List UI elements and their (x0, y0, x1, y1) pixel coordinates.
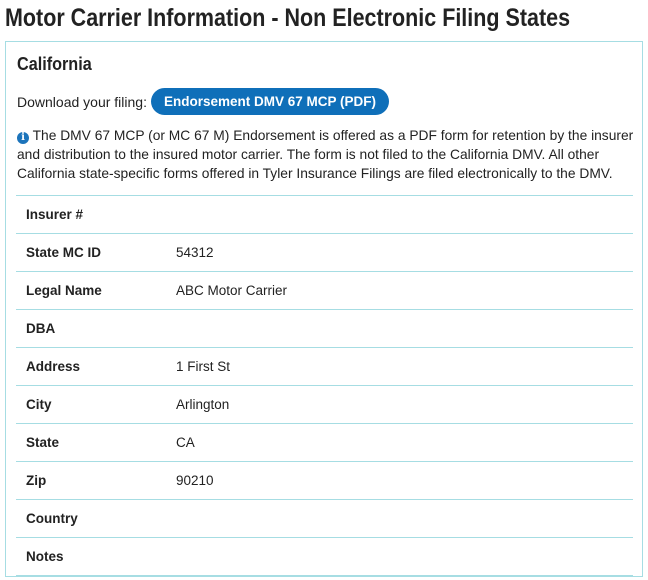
row-value (166, 309, 633, 348)
table-row: Address 1 First St (16, 347, 633, 386)
row-label: DBA (16, 309, 166, 348)
row-label: Country (16, 499, 166, 538)
row-label: Zip (16, 461, 166, 500)
row-value: CA (166, 423, 633, 462)
table-row: Notes (16, 537, 633, 576)
state-panel: California Download your filing: Endorse… (5, 41, 643, 577)
page-title: Motor Carrier Information - Non Electron… (5, 4, 571, 32)
row-value: Arlington (166, 385, 633, 424)
info-circle-icon: i (17, 132, 29, 144)
row-value (166, 537, 633, 576)
row-label: Address (16, 347, 166, 386)
row-label: Legal Name (16, 271, 166, 310)
row-label: State MC ID (16, 233, 166, 272)
table-row: DBA (16, 309, 633, 348)
table-row: City Arlington (16, 385, 633, 424)
row-value (166, 195, 633, 234)
table-row: Country (16, 499, 633, 538)
table-row: Legal Name ABC Motor Carrier (16, 271, 633, 310)
row-label: Insurer # (16, 195, 166, 234)
row-label: City (16, 385, 166, 424)
download-row: Download your filing: Endorsement DMV 67… (17, 88, 390, 115)
row-value: 1 First St (166, 347, 633, 386)
row-label: State (16, 423, 166, 462)
info-text: The DMV 67 MCP (or MC 67 M) Endorsement … (17, 128, 634, 181)
table-row: State MC ID 54312 (16, 233, 633, 272)
row-value: ABC Motor Carrier (166, 271, 633, 310)
row-value (166, 499, 633, 538)
table-row: Zip 90210 (16, 461, 633, 500)
table-row: Insurer # (16, 195, 633, 234)
info-note: i The DMV 67 MCP (or MC 67 M) Endorsemen… (17, 126, 637, 183)
table-row: State CA (16, 423, 633, 462)
row-value: 90210 (166, 461, 633, 500)
download-pdf-button[interactable]: Endorsement DMV 67 MCP (PDF) (150, 88, 390, 115)
row-value: 54312 (166, 233, 633, 272)
carrier-details-table: Insurer # State MC ID 54312 Legal Name ABC M… (16, 195, 633, 576)
row-label: Notes (16, 537, 166, 576)
download-label: Download your filing: (17, 93, 147, 110)
state-heading: California (17, 54, 92, 74)
